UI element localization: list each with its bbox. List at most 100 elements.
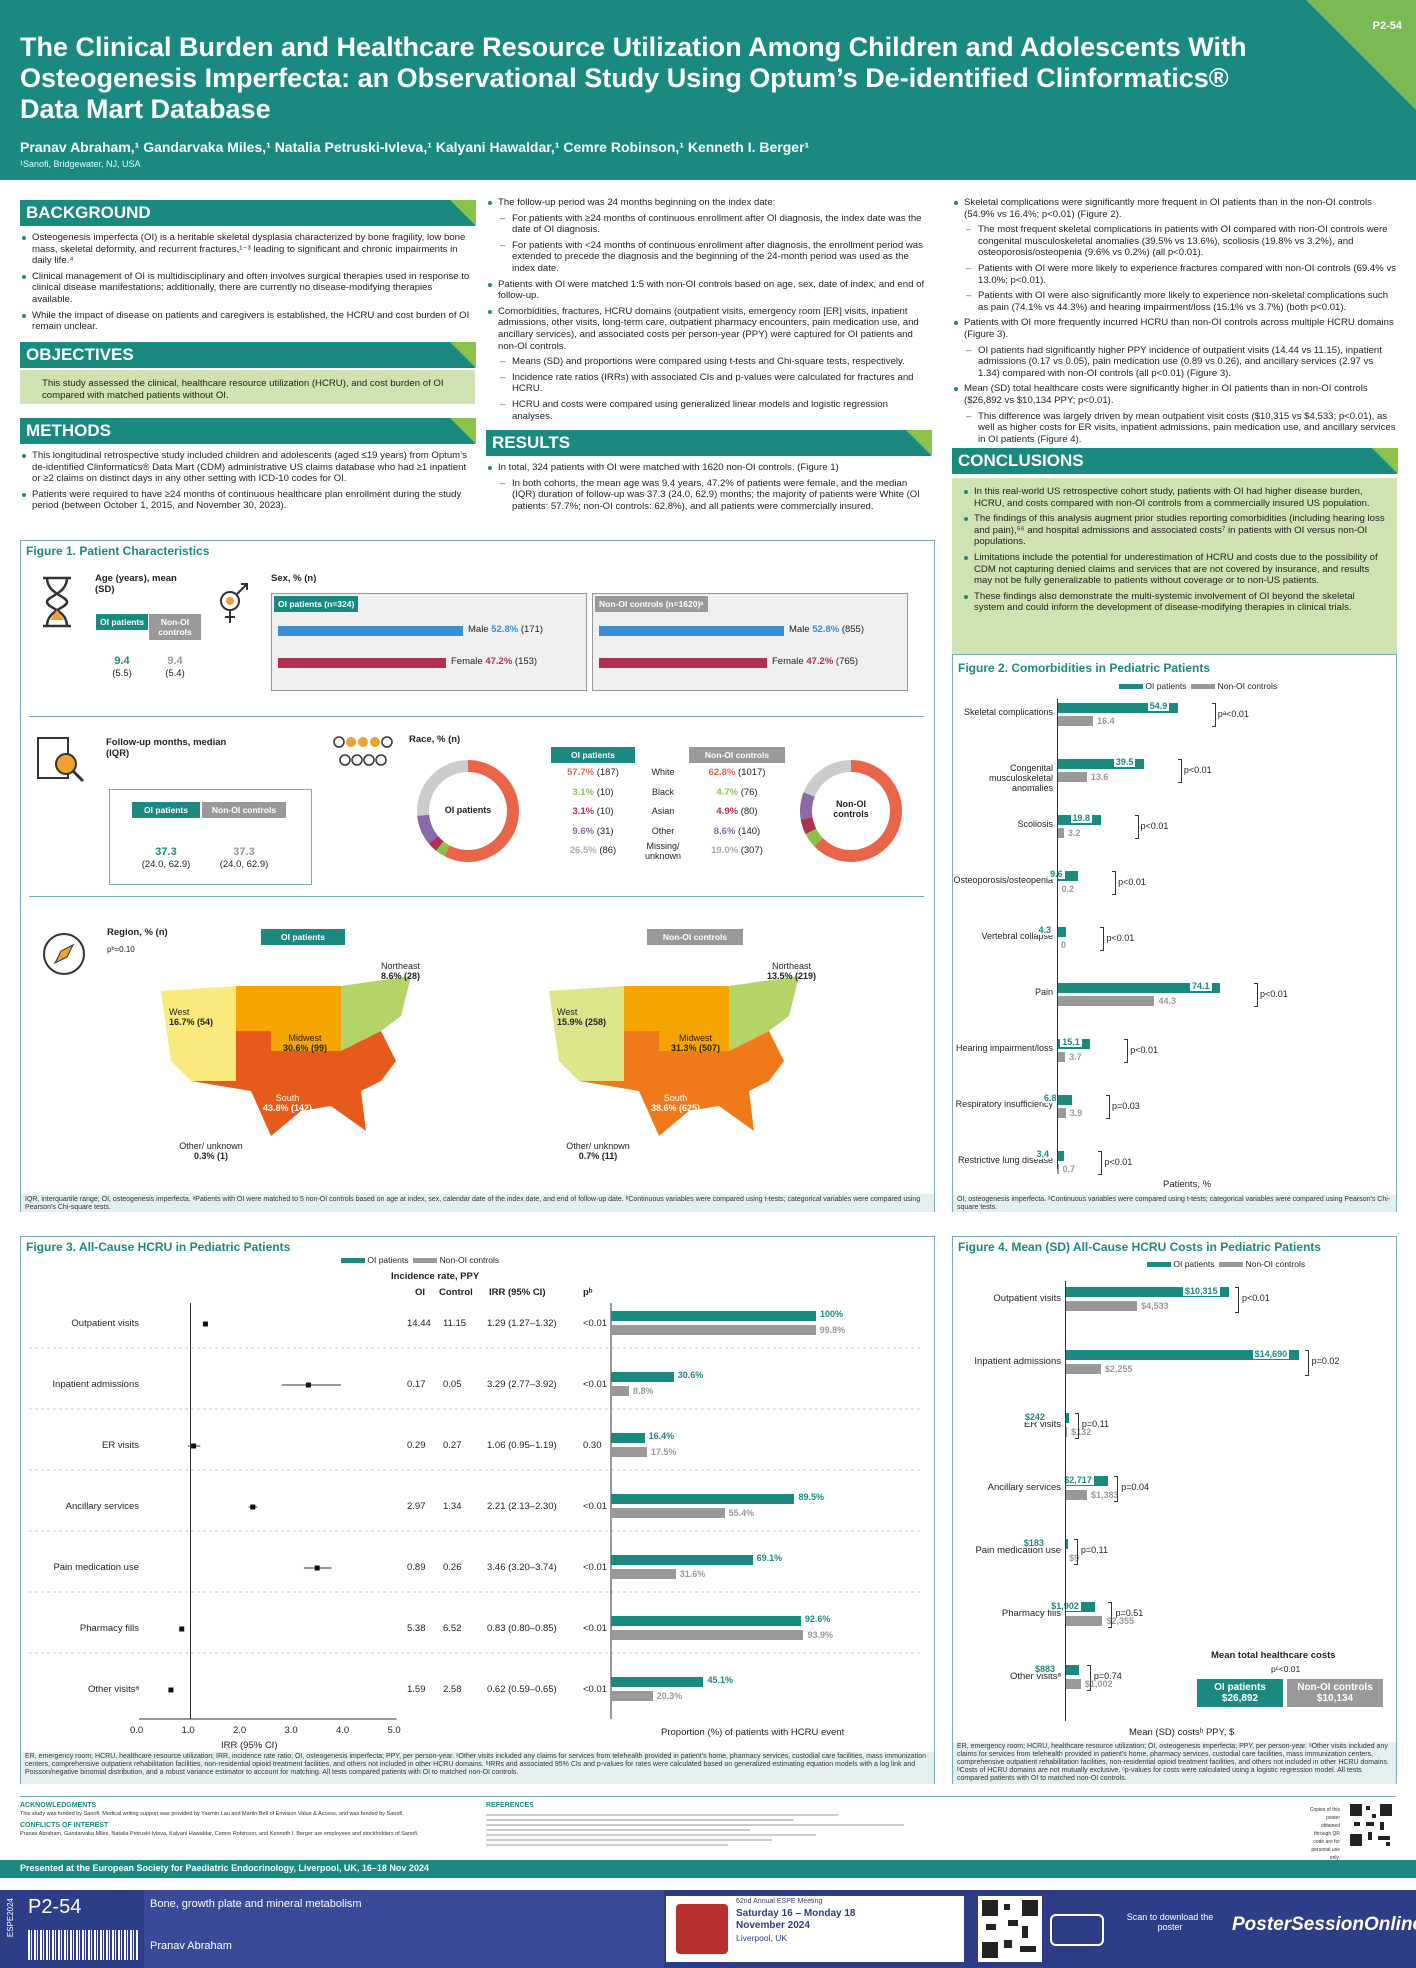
p-value: p=0.02 — [1311, 1356, 1340, 1366]
category-label: Inpatient admissions — [974, 1356, 1061, 1367]
age-non-header: Non-OI controls — [149, 614, 201, 640]
donut-slice — [444, 760, 519, 862]
topic-panel — [144, 1890, 664, 1968]
qr-code-icon[interactable] — [978, 1896, 1042, 1962]
category-label: Skeletal complications — [963, 707, 1053, 717]
value-label-oi: $883 — [1033, 1664, 1058, 1674]
value-label-non: $2,355 — [1106, 1616, 1134, 1626]
methods-list: This longitudinal retrospective study in… — [20, 450, 470, 516]
axis-line — [1057, 699, 1058, 1169]
region-label: Region, % (n) — [107, 927, 168, 938]
qr-code-icon[interactable] — [1348, 1802, 1394, 1848]
bottom-banner: ESPE2024 P2-54 Bone, growth plate and mi… — [0, 1890, 1416, 1968]
age-oi-sd: (5.5) — [112, 668, 132, 679]
race-non-n: (76) — [740, 786, 758, 798]
methods-continued-list: The follow-up period was 24 months begin… — [486, 197, 926, 426]
category-label: Pharmacy fills — [79, 1623, 139, 1634]
race-non-value: 19.0% (307) — [689, 845, 785, 856]
list-item: Incidence rate ratios (IRRs) with associ… — [486, 372, 926, 395]
list-item: Comorbidities, fractures, HCRU domains (… — [486, 306, 926, 352]
figure-2-title: Figure 2. Comorbidities in Pediatric Pat… — [958, 661, 1211, 675]
fig3-legend: OI patients Non-OI controls — [341, 1255, 499, 1265]
x-tick: 3.0 — [284, 1725, 298, 1736]
p-bracket — [1254, 983, 1259, 1007]
bar-non — [611, 1508, 725, 1518]
list-item: In both cohorts, the mean age was 9.4 ye… — [486, 478, 926, 513]
age-oi-header: OI patients — [96, 614, 148, 630]
donut-slice — [435, 841, 450, 857]
value-label-non: 0.2 — [1061, 884, 1074, 894]
race-oi-pct: 3.1% — [572, 806, 595, 817]
legend-oi-swatch — [1119, 684, 1143, 690]
table-cell-p: <0.01 — [583, 1501, 608, 1512]
bar-non — [1057, 1164, 1059, 1174]
tablet-icon — [1050, 1914, 1104, 1946]
table-cell-p: <0.01 — [583, 1379, 608, 1390]
p-value: pᵃ<0.01 — [1217, 709, 1249, 719]
barcode-icon — [28, 1930, 138, 1960]
brand-logo[interactable]: PosterSessionOnline — [1232, 1914, 1416, 1935]
female-n: (153) — [514, 656, 538, 667]
table-cell-p: <0.01 — [583, 1562, 608, 1573]
northeast-value: 8.6% (28) — [381, 971, 421, 981]
p-value: p<0.01 — [1183, 765, 1212, 775]
oi-south: South 43.8% (142) — [263, 1093, 312, 1113]
irr-point — [305, 1382, 311, 1388]
conclusions-list: In this real-world US retrospective coho… — [962, 486, 1387, 614]
poster-title: The Clinical Burden and Healthcare Resou… — [20, 32, 1247, 124]
conclusions-heading: CONCLUSIONS — [952, 448, 1398, 474]
legend-non-swatch — [1219, 1262, 1244, 1268]
irr-point — [191, 1443, 197, 1449]
value-label-oi: 39.5 — [1113, 757, 1136, 767]
table-cell-irr_text: 3.29 (2.77–3.92) — [487, 1379, 557, 1390]
fu-oi-header: OI patients — [132, 802, 200, 818]
legend-non: Non-OI controls — [1217, 681, 1278, 691]
bar-oi — [1057, 759, 1144, 769]
value-label-non: 31.6% — [679, 1569, 706, 1579]
bar-non — [1065, 1427, 1068, 1437]
col-oi: OI — [415, 1287, 426, 1298]
south-value: 43.8% (142) — [263, 1103, 313, 1113]
midwest-value: 31.3% (507) — [671, 1043, 721, 1053]
northeast-value: 13.5% (219) — [767, 971, 817, 981]
fig2-legend: OI patients Non-OI controls — [1119, 681, 1277, 691]
bar-oi — [1057, 703, 1178, 713]
hourglass-icon — [43, 576, 71, 628]
sex-non-male-bar — [599, 626, 784, 636]
bar-non — [1065, 1301, 1138, 1311]
list-item: OI patients had significantly higher PPY… — [952, 345, 1397, 380]
category-label: Ancillary services — [987, 1482, 1061, 1493]
total-oi-value: $26,892 — [1221, 1693, 1259, 1704]
legend-non-swatch — [1191, 684, 1216, 690]
p-value: p<0.01 — [1140, 821, 1169, 831]
table-cell-irr_text: 1.29 (1.27–1.32) — [487, 1318, 557, 1329]
total-non: Non-OI controls $10,134 — [1287, 1679, 1383, 1707]
legend-oi: OI patients — [1145, 681, 1187, 691]
non-northeast: Northeast 13.5% (219) — [767, 961, 816, 981]
value-label-non: $132 — [1071, 1427, 1092, 1437]
table-cell-ctl_rate: 2.58 — [443, 1684, 462, 1695]
category-label: Scoliosis — [1017, 819, 1053, 829]
list-item: HCRU and costs were compared using gener… — [486, 399, 926, 422]
p-bracket — [1235, 1287, 1239, 1313]
list-item: For patients with <24 months of continuo… — [486, 240, 926, 275]
category-label: Osteoporosis/osteopenia — [953, 875, 1053, 885]
donut-slice — [417, 760, 469, 816]
p-value: p<0.01 — [1242, 1293, 1270, 1303]
male-text: Male — [468, 624, 489, 635]
sex-oi-female-bar — [278, 658, 446, 668]
west-name: West — [557, 1007, 578, 1017]
x-tick: 0.0 — [130, 1725, 144, 1736]
category-label: Vertebral collapse — [981, 931, 1053, 941]
list-item: Clinical management of OI is multidiscip… — [20, 271, 470, 306]
irr-point — [202, 1321, 208, 1327]
table-cell-oi_rate: 2.97 — [407, 1501, 426, 1512]
value-label-oi: 54.9 — [1147, 701, 1170, 711]
ack-text: This study was funded by Sanofi. Medical… — [20, 1811, 404, 1817]
sex-non-male-label: Male 52.8% (855) — [789, 624, 864, 635]
bar-oi — [1065, 1287, 1229, 1297]
legend-non-swatch — [413, 1258, 438, 1264]
female-pct: 47.2% — [806, 656, 834, 667]
figure-3-footnote: ER, emergency room; HCRU, healthcare res… — [21, 1752, 934, 1784]
race-non-pct: 19.0% — [711, 845, 739, 856]
